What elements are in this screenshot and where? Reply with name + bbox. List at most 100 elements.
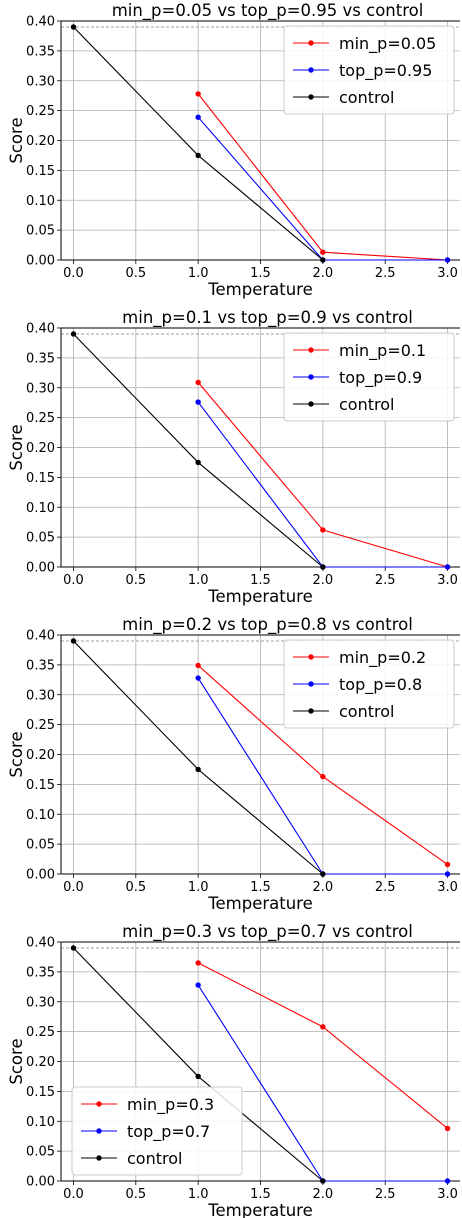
- x-tick-label: 1.5: [250, 266, 271, 281]
- data-point: [444, 1178, 451, 1184]
- legend-label: control: [339, 88, 394, 107]
- y-tick-label: 0.40: [26, 936, 55, 951]
- legend-label: top_p=0.7: [127, 1122, 210, 1142]
- x-tick-label: 2.0: [313, 1187, 334, 1202]
- data-point: [320, 1178, 326, 1184]
- legend-swatch-marker: [308, 708, 314, 714]
- y-tick-label: 0.05: [26, 224, 55, 239]
- legend-label: min_p=0.1: [339, 341, 426, 361]
- data-point: [70, 331, 77, 337]
- y-tick-label: 0.00: [26, 254, 55, 269]
- x-tick-label: 0.5: [125, 573, 146, 588]
- data-point: [320, 773, 326, 780]
- y-tick-label: 0.40: [26, 629, 55, 644]
- x-tick-label: 3.0: [437, 266, 458, 281]
- x-tick-label: 0.0: [63, 266, 84, 281]
- legend-swatch-marker: [308, 40, 314, 46]
- x-tick-label: 1.5: [250, 880, 271, 895]
- y-tick-label: 0.30: [26, 995, 55, 1010]
- legend-box: [71, 1086, 243, 1176]
- data-point: [195, 379, 201, 386]
- data-point: [195, 766, 201, 773]
- y-tick-label: 0.05: [26, 531, 55, 546]
- legend-swatch-marker: [308, 67, 314, 73]
- x-tick-label: 1.0: [188, 266, 209, 281]
- data-point: [195, 960, 201, 966]
- legend-label: top_p=0.95: [339, 61, 432, 81]
- data-point: [320, 564, 326, 570]
- data-point: [195, 152, 201, 159]
- legend-swatch-marker: [308, 681, 314, 687]
- series-min_p=0.3: [195, 960, 451, 1132]
- legend-label: control: [339, 702, 394, 721]
- chart-panel-3: 0.0 0.5 1.0 1.5 2.0 2.5 3.0 0.00 0.05 0.10 0.15 0.2…: [7, 615, 460, 913]
- y-tick-label: 0.30: [26, 381, 55, 396]
- data-point: [444, 564, 451, 570]
- chart-title: min_p=0.3 vs top_p=0.7 vs control: [122, 922, 413, 942]
- y-axis-label: Score: [7, 117, 26, 163]
- x-axis-label: Temperature: [207, 280, 313, 299]
- chart-panel-2: 0.0 0.5 1.0 1.5 2.0 2.5 3.0 0.00 0.05 0.10 0.15 0.2…: [7, 308, 460, 606]
- y-tick-label: 0.25: [26, 104, 55, 119]
- data-point: [195, 114, 201, 120]
- data-point: [195, 91, 201, 97]
- data-point: [320, 249, 326, 255]
- legend-label: control: [127, 1149, 182, 1168]
- x-tick-label: 2.0: [313, 573, 334, 588]
- y-tick-label: 0.10: [26, 808, 55, 823]
- data-point: [195, 675, 201, 681]
- data-point: [444, 871, 451, 877]
- y-tick-label: 0.00: [26, 868, 55, 883]
- y-tick-label: 0.30: [26, 74, 55, 89]
- y-tick-label: 0.35: [26, 44, 55, 59]
- x-tick-label: 0.5: [125, 266, 146, 281]
- data-point: [195, 459, 201, 466]
- data-point: [444, 257, 451, 263]
- chart-title: min_p=0.2 vs top_p=0.8 vs control: [122, 615, 413, 635]
- y-tick-label: 0.15: [26, 778, 55, 793]
- series-control: [70, 24, 326, 263]
- y-axis-label: Score: [7, 424, 26, 470]
- x-axis-label: Temperature: [207, 1201, 313, 1218]
- x-tick-label: 2.5: [375, 880, 396, 895]
- y-tick-label: 0.20: [26, 748, 55, 763]
- legend-swatch-marker: [96, 1101, 102, 1107]
- series-control: [70, 638, 326, 877]
- data-point: [70, 638, 77, 644]
- x-tick-label: 2.0: [313, 266, 334, 281]
- y-tick-label: 0.20: [26, 1055, 55, 1070]
- legend-label: min_p=0.05: [339, 34, 436, 54]
- y-tick-label: 0.35: [26, 965, 55, 980]
- data-point: [195, 982, 201, 988]
- legend-swatch-marker: [308, 654, 314, 660]
- data-point: [444, 1125, 451, 1132]
- data-point: [320, 871, 326, 877]
- x-tick-label: 1.5: [250, 1187, 271, 1202]
- x-axis-label: Temperature: [207, 587, 313, 606]
- legend-swatch-marker: [96, 1155, 102, 1161]
- y-tick-label: 0.20: [26, 134, 55, 149]
- legend-swatch-marker: [308, 94, 314, 100]
- y-tick-label: 0.35: [26, 658, 55, 673]
- y-tick-label: 0.15: [26, 1085, 55, 1100]
- y-tick-label: 0.20: [26, 441, 55, 456]
- legend-box: [283, 332, 455, 422]
- x-tick-label: 2.0: [313, 880, 334, 895]
- legend-swatch-marker: [308, 374, 314, 380]
- data-point: [70, 24, 77, 30]
- x-tick-label: 0.5: [125, 1187, 146, 1202]
- data-point: [444, 861, 451, 868]
- x-tick-label: 2.5: [375, 1187, 396, 1202]
- x-tick-label: 1.0: [188, 880, 209, 895]
- y-tick-label: 0.00: [26, 1175, 55, 1190]
- y-tick-label: 0.30: [26, 688, 55, 703]
- x-tick-label: 3.0: [437, 880, 458, 895]
- legend-label: top_p=0.9: [339, 368, 422, 388]
- y-tick-label: 0.40: [26, 322, 55, 337]
- y-axis-label: Score: [7, 731, 26, 777]
- legend-swatch-marker: [308, 401, 314, 407]
- y-tick-label: 0.10: [26, 1115, 55, 1130]
- legend-box: [283, 25, 455, 115]
